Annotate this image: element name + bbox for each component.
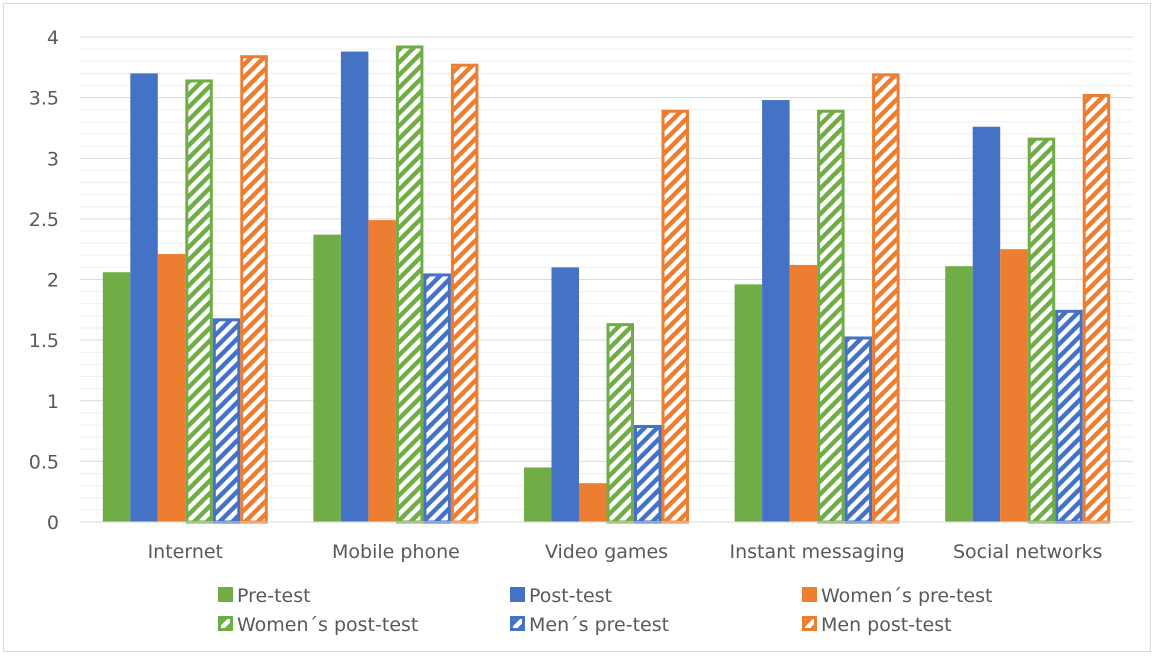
- bar: [789, 264, 818, 522]
- bar: [972, 126, 1001, 522]
- y-tick-label: 2: [47, 270, 59, 292]
- legend-swatch: [218, 587, 233, 602]
- x-tick-label: Internet: [148, 541, 223, 563]
- legend-label: Pre-test: [237, 585, 311, 607]
- bar: [945, 266, 973, 522]
- legend-swatch: [510, 616, 525, 631]
- bar: [340, 51, 369, 523]
- bar: [734, 284, 763, 522]
- bar: [634, 425, 662, 524]
- bar: [102, 272, 131, 522]
- bar: [1055, 309, 1083, 524]
- y-tick-label: 3: [47, 148, 59, 170]
- legend-label: Women´s pre-test: [821, 585, 992, 607]
- bar: [1082, 93, 1111, 524]
- bar: [844, 336, 873, 524]
- bar: [157, 254, 186, 522]
- legend-label: Men post-test: [821, 614, 952, 636]
- bar: [212, 318, 241, 524]
- x-axis-categories: Internet Mobile phone Video games Instant m…: [148, 541, 1103, 563]
- bar: [524, 467, 552, 522]
- x-tick-label: Instant messaging: [729, 541, 904, 563]
- bar: [579, 483, 607, 522]
- bar: [1027, 137, 1056, 524]
- bar: [450, 63, 479, 524]
- bars: [102, 45, 1111, 524]
- bar: [661, 109, 689, 524]
- bar: [240, 55, 268, 524]
- bar: [423, 273, 451, 524]
- bar: [762, 100, 790, 523]
- bar: [130, 73, 158, 522]
- bar: [872, 73, 900, 524]
- legend-swatch: [802, 587, 817, 602]
- legend-swatch: [218, 616, 233, 631]
- y-axis-ticks: 0 0.5 1 1.5 2 2.5 3 3.5 4: [29, 27, 59, 534]
- legend-label: Men´s pre-test: [529, 614, 669, 636]
- y-tick-label: 3.5: [29, 88, 59, 110]
- y-tick-label: 1.5: [29, 330, 59, 352]
- bar: [606, 323, 634, 524]
- bar: [185, 79, 213, 524]
- legend-swatch: [510, 587, 525, 602]
- y-tick-label: 0.5: [29, 451, 59, 473]
- y-tick-label: 2.5: [29, 209, 59, 231]
- bar: [817, 109, 845, 524]
- legend-swatch: [802, 616, 817, 631]
- bar: [1000, 249, 1028, 522]
- x-tick-label: Social networks: [953, 541, 1102, 563]
- x-tick-label: Video games: [545, 541, 668, 563]
- bar: [368, 220, 396, 522]
- legend-label: Women´s post-test: [237, 614, 418, 636]
- x-tick-label: Mobile phone: [332, 541, 460, 563]
- bar: [313, 234, 341, 522]
- bar: [551, 267, 579, 522]
- bar: [395, 45, 424, 524]
- legend-label: Post-test: [529, 585, 612, 607]
- y-tick-label: 1: [47, 391, 59, 413]
- y-tick-label: 0: [47, 512, 59, 534]
- legend: Pre-test Post-test Women´s pre-test Women´s…: [218, 585, 992, 636]
- y-tick-label: 4: [47, 27, 59, 49]
